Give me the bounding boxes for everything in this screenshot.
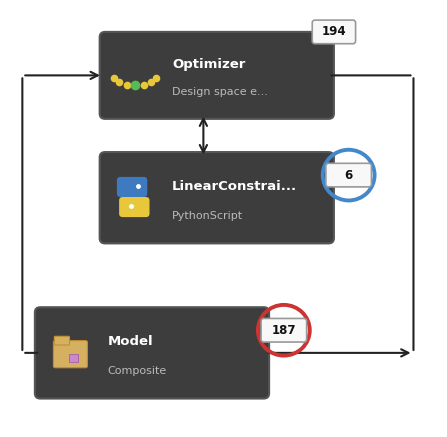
FancyBboxPatch shape [312,20,356,44]
Text: 187: 187 [272,324,296,337]
Text: 194: 194 [321,25,346,38]
FancyBboxPatch shape [117,177,147,197]
FancyBboxPatch shape [100,32,334,119]
FancyBboxPatch shape [100,152,334,243]
Bar [68,354,78,362]
Text: Model: Model [107,335,153,348]
FancyBboxPatch shape [261,319,307,342]
FancyBboxPatch shape [54,341,88,368]
FancyBboxPatch shape [35,307,269,399]
Text: LinearConstrai...: LinearConstrai... [172,180,297,193]
Text: PythonScript: PythonScript [172,211,243,221]
Text: Optimizer: Optimizer [172,58,245,71]
FancyBboxPatch shape [119,197,149,217]
FancyBboxPatch shape [326,163,371,187]
FancyBboxPatch shape [55,336,70,345]
Text: Composite: Composite [107,366,167,376]
Text: 6: 6 [345,169,353,182]
Text: Design space e...: Design space e... [172,87,268,97]
